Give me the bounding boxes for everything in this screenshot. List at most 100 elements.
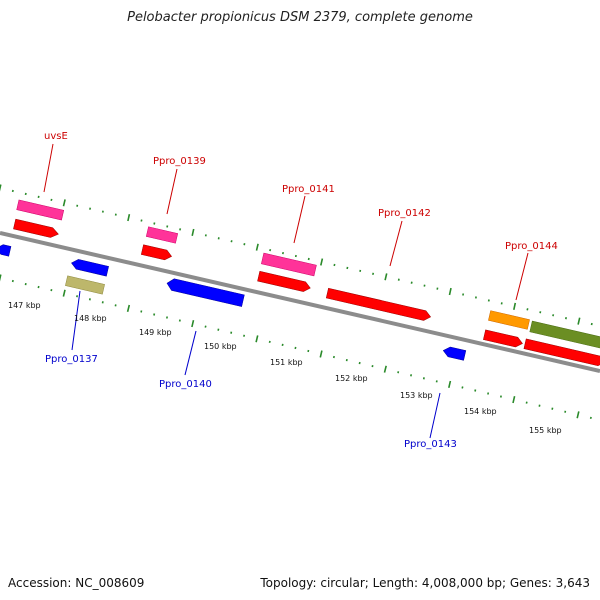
- tick-mark: [319, 350, 323, 358]
- scale-label: 152 kbp: [335, 374, 368, 383]
- cds-Ppro_0141[interactable]: [257, 270, 312, 293]
- gene-label-Ppro_0143[interactable]: Ppro_0143: [404, 439, 457, 450]
- tick-mark: [11, 189, 14, 193]
- tick-mark: [346, 266, 349, 270]
- tick-mark: [166, 225, 169, 228]
- scale-label: 150 kbp: [204, 342, 237, 351]
- tick-mark: [191, 228, 195, 236]
- tick-mark: [410, 281, 413, 284]
- tick-mark: [127, 214, 131, 222]
- tick-mark: [0, 274, 2, 282]
- tick-mark: [24, 192, 27, 196]
- reverse-strand-ticks: [0, 274, 592, 420]
- tick-mark: [410, 374, 413, 377]
- tick-mark: [255, 335, 259, 343]
- tick-mark: [50, 198, 53, 202]
- tick-mark: [191, 320, 195, 328]
- tick-mark: [474, 389, 477, 392]
- gene-label-Ppro_0144[interactable]: Ppro_0144: [505, 241, 558, 252]
- scale-label: 153 kbp: [400, 391, 433, 400]
- cds-next[interactable]: [523, 338, 600, 367]
- reverse-features: [0, 243, 467, 361]
- cds-Ppro_0137[interactable]: [65, 275, 105, 295]
- scale-label: 154 kbp: [464, 407, 497, 416]
- tick-mark: [89, 207, 92, 210]
- tick-mark: [589, 416, 592, 420]
- genome-summary-text: Topology: circular; Length: 4,008,000 bp…: [260, 576, 590, 590]
- tick-mark: [332, 355, 335, 359]
- tick-mark: [551, 407, 554, 410]
- tick-mark: [358, 361, 361, 365]
- tick-mark: [268, 340, 271, 344]
- forward-gene-labels: uvsE Ppro_0139 Ppro_0141 Ppro_0142 Ppro_…: [44, 131, 558, 252]
- gene-label-Ppro_0141[interactable]: Ppro_0141: [282, 184, 335, 195]
- tick-mark: [178, 319, 181, 322]
- cds-reverse-edge[interactable]: [0, 243, 12, 257]
- tick-mark: [62, 289, 66, 297]
- scale-label: 147 kbp: [8, 301, 41, 310]
- tick-mark: [269, 248, 272, 252]
- backbone-line: [0, 231, 600, 373]
- forward-features: [13, 199, 600, 367]
- feature-Ppro_0141-gene[interactable]: [261, 252, 317, 277]
- accession-text: Accession: NC_008609: [8, 576, 145, 590]
- feature-olive[interactable]: [529, 320, 600, 349]
- tick-mark: [499, 395, 502, 398]
- label-pointers: [43, 143, 529, 439]
- tick-mark: [576, 411, 580, 419]
- cds-uvsE[interactable]: [13, 218, 59, 239]
- tick-mark: [0, 184, 2, 192]
- tick-mark: [474, 296, 477, 299]
- scale-label: 155 kbp: [529, 426, 562, 435]
- tick-mark: [62, 199, 66, 207]
- tick-mark: [372, 272, 375, 275]
- cds-Ppro_0139[interactable]: [140, 244, 172, 261]
- tick-mark: [217, 328, 220, 331]
- gene-label-Ppro_0140[interactable]: Ppro_0140: [159, 379, 212, 390]
- tick-mark: [448, 287, 452, 296]
- tick-mark: [230, 240, 233, 243]
- gene-label-Ppro_0137[interactable]: Ppro_0137: [45, 354, 98, 365]
- cds-Ppro_0144[interactable]: [483, 329, 523, 349]
- scale-label: 149 kbp: [139, 328, 172, 337]
- feature-Ppro_0144-orange[interactable]: [488, 310, 530, 330]
- tick-mark: [255, 243, 259, 251]
- tick-mark: [333, 263, 336, 267]
- tick-mark: [435, 380, 438, 383]
- cds-Ppro_0143[interactable]: [442, 346, 467, 361]
- tick-mark: [577, 317, 581, 325]
- feature-uvsE-gene[interactable]: [16, 199, 65, 221]
- feature-Ppro_0139-gene[interactable]: [145, 226, 179, 244]
- tick-mark: [461, 386, 464, 389]
- forward-strand-ticks: [0, 184, 593, 326]
- scale-labels: 147 kbp 148 kbp 149 kbp 150 kbp 151 kbp …: [8, 301, 562, 435]
- gene-label-Ppro_0142[interactable]: Ppro_0142: [378, 208, 431, 219]
- tick-mark: [320, 258, 324, 266]
- gene-label-Ppro_0139[interactable]: Ppro_0139: [153, 156, 206, 167]
- tick-mark: [487, 299, 490, 302]
- tick-mark: [243, 334, 246, 337]
- tick-mark: [512, 396, 516, 404]
- scale-label: 148 kbp: [74, 314, 107, 323]
- cds-Ppro_0142[interactable]: [325, 287, 432, 322]
- tick-mark: [525, 401, 528, 404]
- tick-mark: [307, 257, 310, 261]
- tick-mark: [384, 273, 388, 281]
- tick-mark: [101, 301, 104, 304]
- tick-mark: [552, 314, 555, 317]
- tick-mark: [153, 222, 156, 225]
- map-title: Pelobacter propionicus DSM 2379, complet…: [127, 10, 473, 25]
- cds-reverse-small[interactable]: [70, 258, 109, 277]
- reverse-gene-labels: Ppro_0137 Ppro_0140 Ppro_0143: [45, 354, 457, 450]
- cds-Ppro_0140[interactable]: [166, 277, 245, 307]
- tick-mark: [37, 285, 40, 289]
- tick-mark: [204, 234, 207, 237]
- scale-label: 151 kbp: [270, 358, 303, 367]
- tick-mark: [526, 308, 529, 311]
- tick-mark: [590, 322, 593, 326]
- tick-mark: [153, 313, 156, 316]
- gene-label-uvsE[interactable]: uvsE: [44, 131, 68, 142]
- tick-mark: [204, 325, 207, 328]
- tick-mark: [11, 279, 14, 283]
